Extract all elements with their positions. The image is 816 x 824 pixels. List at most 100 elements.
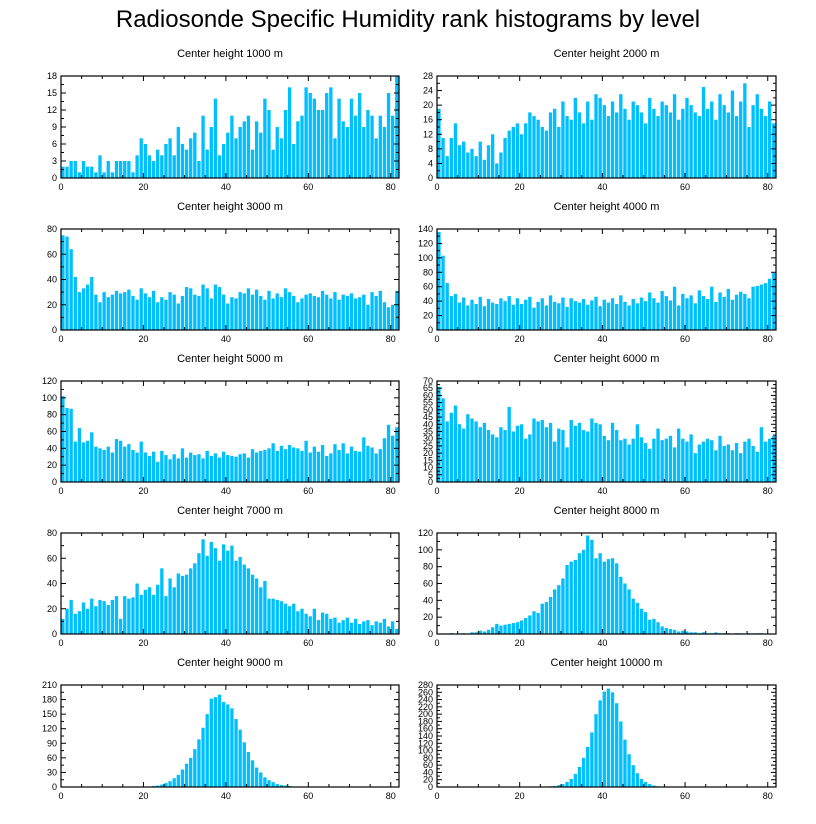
bar-rank-12: [486, 298, 491, 330]
bar-rank-65: [705, 108, 710, 178]
bar-rank-30: [184, 457, 189, 482]
x-tick-label: 80: [763, 334, 773, 344]
bar-rank-80: [767, 278, 772, 330]
bar-rank-39: [222, 544, 226, 634]
bar-rank-68: [718, 292, 722, 330]
y-tick-label: 40: [47, 275, 57, 285]
y-tick-label: 0: [428, 477, 433, 487]
y-tick-label: 100: [418, 545, 433, 555]
y-tick-label: 60: [423, 282, 433, 292]
x-tick-label: 60: [303, 791, 313, 801]
bar-rank-5: [457, 302, 462, 330]
bar-rank-42: [234, 560, 238, 634]
bar-rank-14: [495, 623, 499, 634]
bar-rank-60: [685, 97, 689, 178]
bar-rank-28: [553, 589, 557, 634]
bar-rank-32: [569, 119, 573, 178]
bar-rank-27: [548, 112, 553, 178]
bar-rank-28: [553, 441, 557, 482]
bar-rank-34: [577, 422, 582, 482]
y-tick-label: 120: [418, 738, 433, 748]
bar-rank-30: [561, 784, 565, 787]
bar-rank-10: [102, 601, 106, 634]
x-tick-label: 20: [515, 791, 525, 801]
bar-rank-80: [391, 435, 395, 482]
bar-rank-63: [320, 444, 325, 482]
y-tick-label: 20: [423, 775, 433, 785]
bar-rank-73: [362, 437, 366, 482]
bar-rank-7: [466, 305, 470, 330]
bar-rank-55: [664, 296, 668, 330]
bar-rank-8: [94, 606, 98, 634]
bar-rank-32: [569, 778, 573, 787]
bar-rank-51: [648, 97, 652, 178]
bar-rank-38: [594, 714, 598, 787]
bar-rank-51: [271, 443, 275, 482]
x-tick-label: 40: [221, 486, 231, 496]
bar-rank-24: [160, 784, 164, 787]
bar-rank-6: [462, 141, 466, 178]
bar-rank-77: [755, 451, 759, 482]
bar-rank-49: [263, 299, 267, 330]
bar-rank-14: [118, 161, 123, 178]
bar-rank-39: [222, 451, 226, 482]
bar-rank-44: [619, 721, 623, 787]
bar-rank-41: [230, 115, 234, 178]
y-tick-label: 6: [52, 139, 57, 149]
bar-rank-41: [230, 297, 234, 330]
bar-rank-57: [672, 94, 677, 178]
bar-rank-73: [739, 453, 743, 482]
y-tick-label: 20: [47, 300, 57, 310]
page-title: Radiosonde Specific Humidity rank histog…: [115, 6, 701, 33]
bar-rank-75: [747, 438, 751, 482]
bar-rank-40: [226, 132, 230, 178]
bar-rank-35: [581, 549, 586, 634]
bar-rank-73: [739, 291, 743, 330]
bar-rank-44: [242, 121, 246, 178]
bar-rank-78: [382, 438, 387, 482]
bar-rank-42: [610, 101, 615, 178]
bar-rank-27: [172, 155, 176, 178]
bar-rank-6: [462, 297, 466, 330]
bar-rank-40: [226, 704, 230, 787]
y-tick-label: 80: [423, 562, 433, 572]
x-tick-label: 0: [434, 486, 439, 496]
bar-rank-81: [395, 427, 399, 482]
panel-title: Center height 10000 m: [551, 657, 663, 669]
bar-rank-19: [139, 441, 143, 482]
bar-rank-0: [61, 618, 65, 634]
bar-rank-50: [643, 123, 648, 178]
bar-rank-51: [648, 448, 652, 482]
x-tick-label: 40: [597, 182, 607, 192]
bar-rank-19: [515, 622, 520, 634]
bar-rank-9: [474, 156, 478, 178]
bar-rank-64: [325, 455, 329, 482]
bar-rank-59: [681, 630, 685, 634]
bar-rank-21: [147, 297, 152, 330]
bar-rank-3: [449, 412, 453, 482]
bar-rank-67: [337, 450, 341, 482]
bar-rank-77: [378, 449, 382, 482]
bar-rank-21: [524, 299, 528, 330]
bar-rank-17: [131, 597, 135, 634]
bar-rank-9: [98, 599, 102, 634]
bar-rank-31: [189, 288, 193, 330]
bar-rank-70: [349, 622, 354, 634]
bar-rank-27: [548, 596, 553, 634]
bar-rank-68: [718, 94, 722, 178]
y-tick-label: 40: [423, 767, 433, 777]
bar-rank-39: [598, 97, 602, 178]
bar-rank-46: [627, 754, 631, 787]
bar-rank-10: [478, 296, 482, 330]
bar-rank-38: [217, 694, 222, 787]
bar-rank-65: [705, 438, 710, 482]
bar-rank-61: [312, 608, 317, 634]
bar-rank-32: [569, 419, 573, 482]
bar-rank-63: [320, 612, 325, 634]
bar-rank-12: [110, 172, 115, 178]
panel-title: Center height 6000 m: [554, 353, 660, 365]
bar-rank-74: [743, 83, 747, 178]
bar-rank-58: [300, 298, 304, 330]
bar-rank-79: [386, 626, 391, 634]
bar-rank-42: [610, 298, 615, 330]
